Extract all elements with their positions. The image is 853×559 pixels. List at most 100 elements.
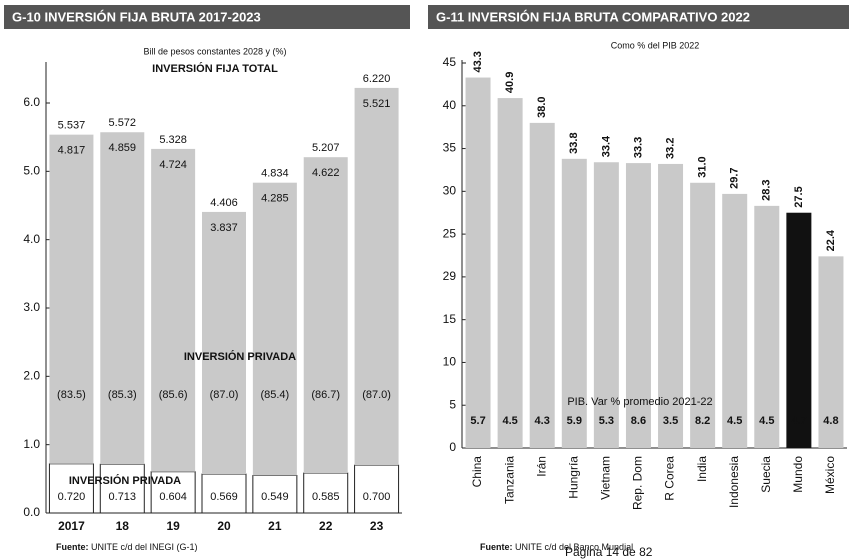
total-label: 4.406 [210,197,238,209]
value-label: 33.4 [600,135,612,157]
bar-segment [252,182,297,476]
value-label: 0.700 [363,491,391,503]
value-label: 31.0 [697,156,709,177]
value-label: 4.859 [109,142,137,154]
chart-title: G-10 INVERSIÓN FIJA BRUTA 2017-2023 [12,9,261,24]
secondary-value: 5.3 [599,415,614,427]
secondary-value: 3.5 [663,415,678,427]
x-tick-label: China [470,456,484,488]
x-tick-label: 19 [166,519,180,533]
value-label: 40.9 [504,72,516,93]
total-label: 4.834 [261,168,289,180]
y-tick-label: 15 [443,312,457,326]
secondary-value: 4.5 [727,415,742,427]
bar-segment [48,463,94,514]
value-label: 22.4 [825,229,837,251]
total-label: 5.328 [159,134,187,146]
y-tick-label: 45 [443,55,457,69]
share-label: (85.6) [159,389,188,401]
value-label: 4.724 [159,159,187,171]
subtitle: Como % del PIB 2022 [611,40,700,50]
y-tick-label: 10 [443,355,457,369]
x-tick-label: Indonesia [727,456,741,508]
share-label: (87.0) [362,389,391,401]
title-bar [428,5,849,29]
secondary-label: PIB. Var % promedio 2021-22 [567,396,712,408]
y-tick-label: 5 [449,397,456,411]
value-label: 0.720 [58,491,86,503]
secondary-value: 8.6 [631,415,646,427]
annotation: INVERSIÓN PRIVADA [69,474,181,487]
value-label: 33.2 [664,138,676,159]
value-label: 0.569 [210,491,238,503]
bar-segment [49,134,94,464]
y-tick-label: 5.0 [23,164,40,178]
share-label: (86.7) [311,389,340,401]
bar-segment [201,473,247,514]
secondary-value: 5.9 [567,415,582,427]
value-label: 0.604 [159,491,187,503]
secondary-value: 4.8 [823,415,838,427]
bar-segment [303,472,349,514]
x-tick-label: India [695,456,709,482]
share-label: (87.0) [210,389,239,401]
source-label: Fuente: [56,542,89,552]
bar [722,193,748,448]
x-tick-label: Hungría [566,456,580,499]
x-tick-label: R Corea [663,456,677,501]
secondary-value: 8.2 [695,415,710,427]
bar-segment [303,157,348,474]
x-tick-label: 23 [370,519,384,533]
bar [786,212,812,448]
bar [529,122,555,448]
y-tick-label: 1.0 [23,437,40,451]
value-label: 0.585 [312,491,340,503]
bar-segment [99,463,145,514]
x-tick-label: 21 [268,519,282,533]
value-label: 38.0 [536,96,548,117]
chart-title: G-11 INVERSIÓN FIJA BRUTA COMPARATIVO 20… [436,9,750,24]
value-label: 33.3 [632,137,644,158]
value-label: 5.521 [363,98,391,110]
y-tick-label: 25 [443,226,457,240]
x-tick-label: 2017 [58,519,85,533]
x-tick-label: Vietnam [599,456,613,500]
secondary-value: 4.3 [535,415,550,427]
bar-segment [202,211,246,475]
share-label: (85.3) [108,389,137,401]
value-label: 0.713 [109,491,137,503]
secondary-value: 4.5 [502,415,517,427]
source: Fuente: UNITE c/d del INEGI (G-1) [56,542,198,552]
x-tick-label: Mundo [791,456,805,493]
x-tick-label: 22 [319,519,333,533]
value-label: 28.3 [761,179,773,200]
value-label: 0.549 [261,491,289,503]
bar [754,205,780,448]
bar [561,158,587,449]
y-tick-label: 6.0 [23,95,40,109]
x-tick-label: 18 [116,519,130,533]
y-tick-label: 35 [443,141,457,155]
x-tick-label: 20 [217,519,231,533]
value-label: 33.8 [568,132,580,153]
bar-segment [151,148,196,472]
bar [465,77,491,449]
x-tick-label: México [823,456,837,494]
secondary-value: 5.7 [470,415,485,427]
y-tick-label: 30 [443,184,457,198]
x-tick-label: Rep. Dom [631,456,645,510]
bar [690,182,716,448]
bar [818,256,844,448]
x-tick-label: Suecia [759,456,773,493]
page-footer: Página 14 de 82 [565,545,653,559]
source-text: UNITE c/d del Banco Mundial [515,542,633,552]
value-label: 29.7 [729,167,741,188]
secondary-value: 4.7 [791,415,806,427]
y-tick-label: 3.0 [23,300,40,314]
source-label: Fuente: [480,542,513,552]
subtitle: Bill de pesos constantes 2028 y (%) [143,46,286,56]
value-label: 27.5 [793,186,805,207]
annotation: INVERSIÓN FIJA TOTAL [152,62,278,75]
